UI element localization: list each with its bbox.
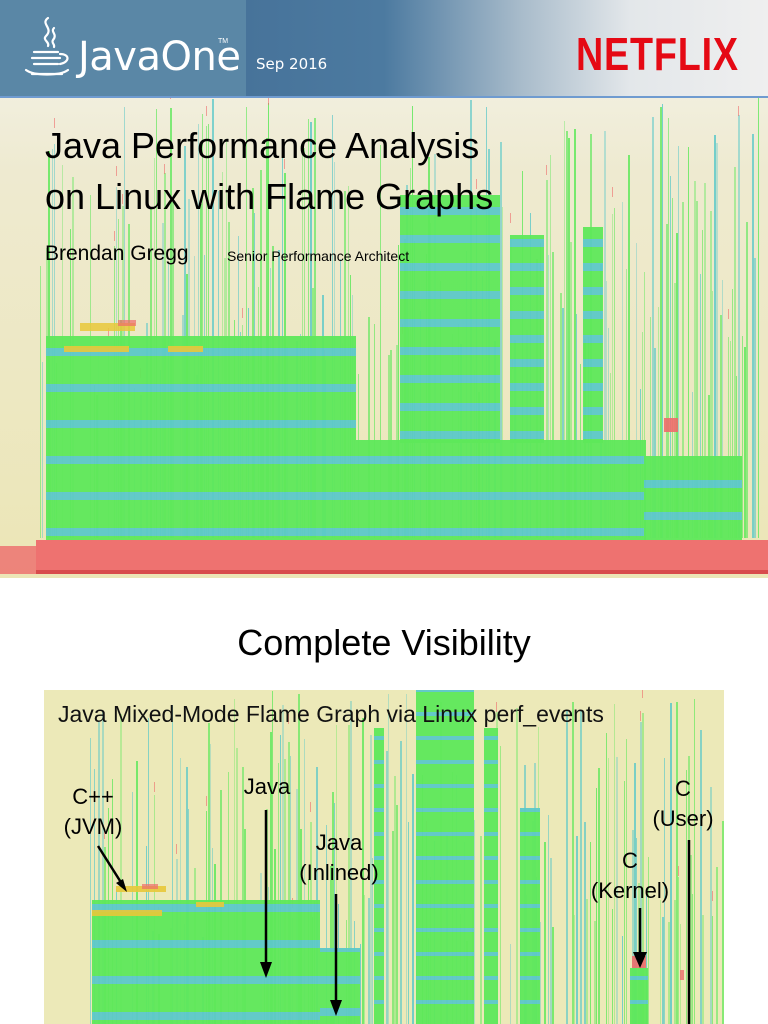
java-coffee-cup-icon [24,16,70,76]
annotation-c-user: C (User) [642,774,724,834]
mixed-mode-flame-graph-panel: Java Mixed-Mode Flame Graph via Linux pe… [44,690,724,1024]
slide-header: JavaOne TM Sep 2016 NETFLIX [0,0,768,96]
header-divider [0,96,768,98]
event-date: Sep 2016 [256,55,328,73]
annotation-label: C [622,848,638,873]
annotation-label: Java [315,830,363,855]
annotation-label: C [675,776,691,801]
annotation-label: C++ [72,784,114,809]
annotation-sublabel: (Kernel) [590,878,670,903]
panel-title: Java Mixed-Mode Flame Graph via Linux pe… [58,701,604,727]
netflix-logo: NETFLIX [576,28,739,80]
slide-2-title: Complete Visibility [237,622,531,663]
annotation-label: Java [243,774,291,799]
arrow-cpp-jvm [96,845,124,885]
annotation-cpp-jvm: C++ (JVM) [58,782,128,842]
annotation-c-kernel: C (Kernel) [582,846,678,906]
annotation-arrows [96,810,691,1024]
author-name: Brendan Gregg [45,242,189,265]
javaone-logo: JavaOne [78,34,241,80]
annotation-sublabel: (Inlined) [299,860,379,885]
annotation-sublabel: (User) [652,806,714,831]
annotation-java-inlined: Java (Inlined) [286,828,392,888]
author-role: Senior Performance Architect [227,248,410,264]
trademark-mark: TM [218,38,229,45]
annotation-java: Java [234,772,300,802]
flame-graph-background [0,98,768,578]
slide-title-line-2: on Linux with Flame Graphs [45,176,494,217]
annotation-sublabel: (JVM) [63,814,123,839]
title-slide: JavaOne TM Sep 2016 NETFLIX Java Perform… [0,0,768,578]
slide-title-line-1: Java Performance Analysis [45,125,480,166]
